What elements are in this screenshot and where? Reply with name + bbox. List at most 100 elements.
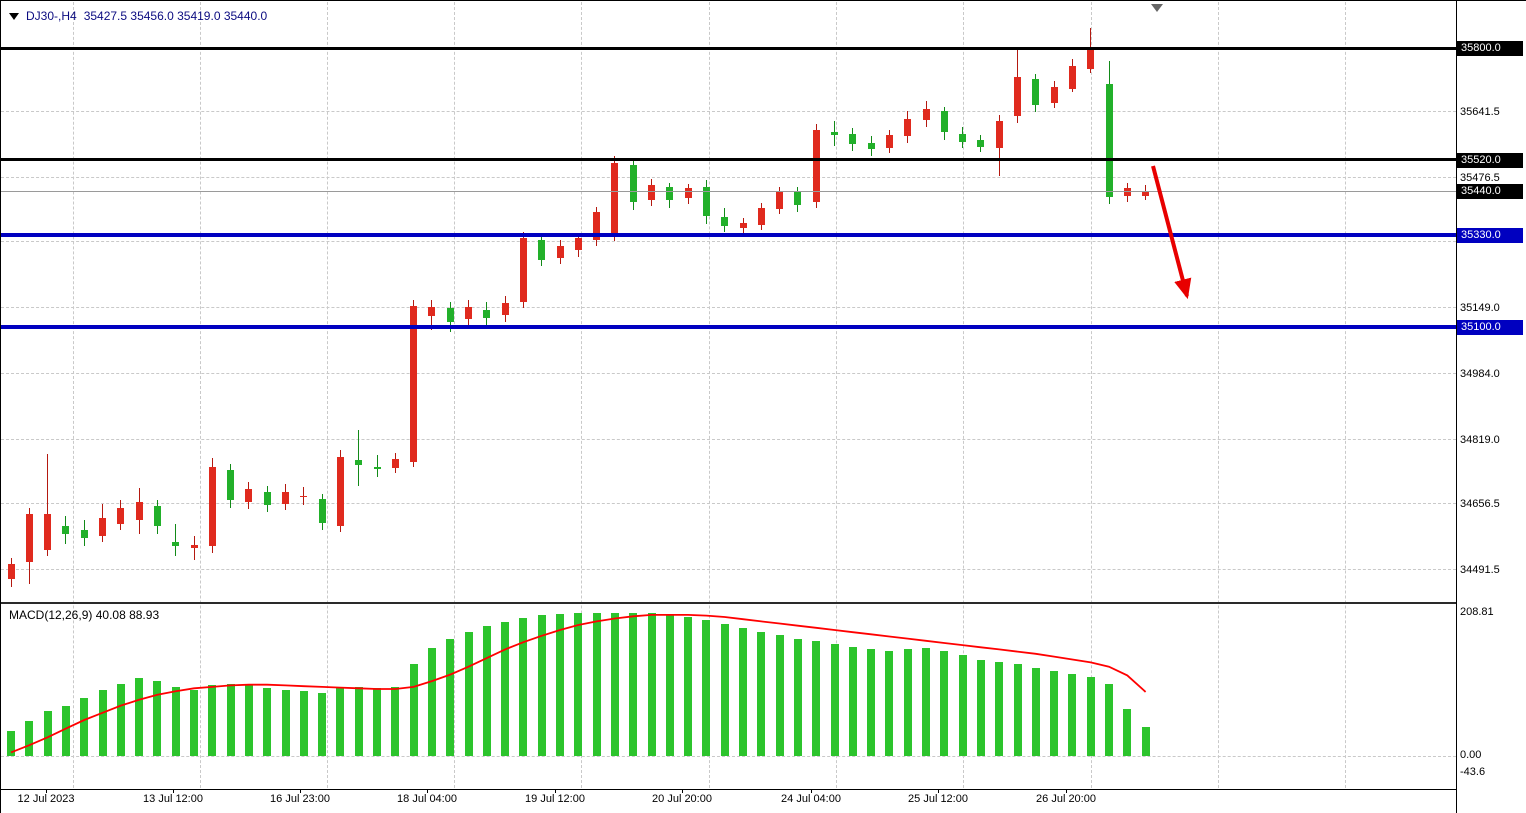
macd-histogram-bar — [1068, 673, 1077, 756]
candle-body — [648, 185, 655, 201]
grid-line-vertical — [1345, 2, 1346, 788]
time-axis[interactable] — [1, 789, 1456, 813]
chart-shift-marker-icon[interactable] — [1151, 4, 1163, 12]
macd-histogram-bar — [1086, 676, 1095, 756]
candle-body — [556, 246, 564, 259]
price-level-badge: 35330.0 — [1457, 228, 1523, 244]
candle-body — [501, 302, 509, 316]
candle-body — [117, 507, 125, 524]
candle-body — [702, 186, 710, 216]
symbol-info: DJ30-,H4 35427.5 35456.0 35419.0 35440.0 — [9, 9, 267, 23]
time-axis-label: 26 Jul 20:00 — [1036, 793, 1096, 805]
macd-histogram-bar — [848, 646, 857, 756]
macd-histogram-bar — [391, 686, 400, 756]
macd-zero-gridline — [1, 756, 1456, 757]
candle-body — [355, 460, 363, 466]
candle-body — [227, 470, 235, 500]
macd-indicator-label: MACD(12,26,9) 40.08 88.93 — [9, 608, 159, 622]
macd-histogram-bar — [446, 639, 455, 756]
candle-body — [245, 489, 253, 502]
grid-line-horizontal — [1, 176, 1456, 178]
macd-histogram-bar — [592, 612, 601, 756]
candle-body — [1123, 188, 1131, 197]
grid-line-vertical — [581, 2, 582, 788]
macd-histogram-bar — [43, 711, 52, 756]
time-axis-tick — [682, 789, 683, 793]
macd-histogram-bar — [116, 684, 125, 756]
candle-body — [757, 208, 765, 226]
support-line-35100[interactable] — [1, 324, 1456, 329]
macd-histogram-bar — [720, 623, 729, 756]
macd-histogram-bar — [80, 698, 89, 756]
time-axis-tick — [427, 789, 428, 793]
candle-body — [483, 310, 491, 318]
price-axis[interactable] — [1456, 1, 1526, 813]
candle-body — [44, 513, 52, 550]
price-axis-label: 35149.0 — [1460, 302, 1500, 315]
candle-body — [300, 495, 308, 498]
price-level-badge: 35520.0 — [1457, 152, 1523, 168]
time-axis-tick — [811, 789, 812, 793]
candle-body — [1142, 191, 1150, 197]
macd-histogram-bar — [629, 613, 638, 756]
collapse-arrow-icon[interactable] — [9, 12, 19, 20]
macd-histogram-bar — [464, 632, 473, 756]
resistance-line-35520[interactable] — [1, 158, 1456, 161]
macd-histogram-bar — [702, 619, 711, 756]
support-line-35330[interactable] — [1, 233, 1456, 238]
candle-body — [373, 466, 381, 470]
grid-line-horizontal — [1, 372, 1456, 374]
candle-body — [1014, 76, 1021, 117]
macd-histogram-bar — [1013, 663, 1022, 756]
symbol-name: DJ30-,H4 — [26, 9, 77, 23]
candle-body — [1068, 65, 1076, 89]
grid-line-horizontal — [1, 569, 1456, 570]
macd-histogram-bar — [318, 692, 327, 756]
candle-body — [1105, 83, 1113, 198]
price-chart-plot[interactable] — [1, 1, 1456, 602]
candle-body — [318, 498, 326, 523]
macd-axis-label: 208.81 — [1460, 606, 1494, 618]
macd-histogram-bar — [1123, 708, 1132, 756]
candle-wick — [358, 430, 360, 486]
time-axis-tick — [173, 789, 174, 793]
macd-values: 40.08 88.93 — [95, 608, 160, 622]
price-level-badge: 35100.0 — [1457, 319, 1523, 335]
candle-body — [263, 491, 271, 505]
macd-histogram-bar — [427, 648, 436, 756]
resistance-line-35800[interactable] — [1, 46, 1456, 50]
macd-histogram-bar — [208, 685, 217, 756]
macd-name: MACD(12,26,9) — [9, 608, 93, 622]
candle-body — [62, 525, 70, 534]
candle-wick — [376, 454, 378, 478]
current-price-line[interactable] — [1, 190, 1456, 192]
candle-body — [959, 133, 967, 142]
candle-body — [25, 513, 33, 562]
time-axis-label: 16 Jul 23:00 — [270, 793, 330, 805]
grid-line-vertical — [963, 2, 964, 788]
price-axis-label: 34984.0 — [1460, 367, 1500, 380]
candle-body — [593, 212, 601, 240]
candle-wick — [47, 454, 49, 556]
macd-axis-label: 0.00 — [1460, 749, 1482, 761]
time-axis-tick — [938, 789, 939, 793]
macd-histogram-bar — [574, 613, 583, 756]
price-axis-label: 35641.5 — [1460, 106, 1500, 119]
macd-axis-label: -43.6 — [1460, 766, 1486, 778]
grid-line-vertical — [709, 2, 710, 788]
time-axis-label: 13 Jul 12:00 — [143, 793, 203, 805]
macd-histogram-bar — [793, 638, 802, 756]
macd-histogram-bar — [903, 649, 912, 756]
candle-body — [885, 134, 893, 149]
candle-body — [904, 118, 912, 137]
candle-body — [519, 238, 527, 302]
macd-histogram-bar — [1031, 668, 1040, 756]
panel-separator[interactable] — [1, 602, 1456, 604]
grid-line-vertical — [836, 2, 837, 788]
candle-body — [611, 162, 619, 235]
candle-body — [190, 544, 198, 548]
macd-histogram-bar — [610, 612, 619, 756]
grid-line-vertical — [454, 2, 455, 788]
grid-line-horizontal — [1, 241, 1456, 243]
